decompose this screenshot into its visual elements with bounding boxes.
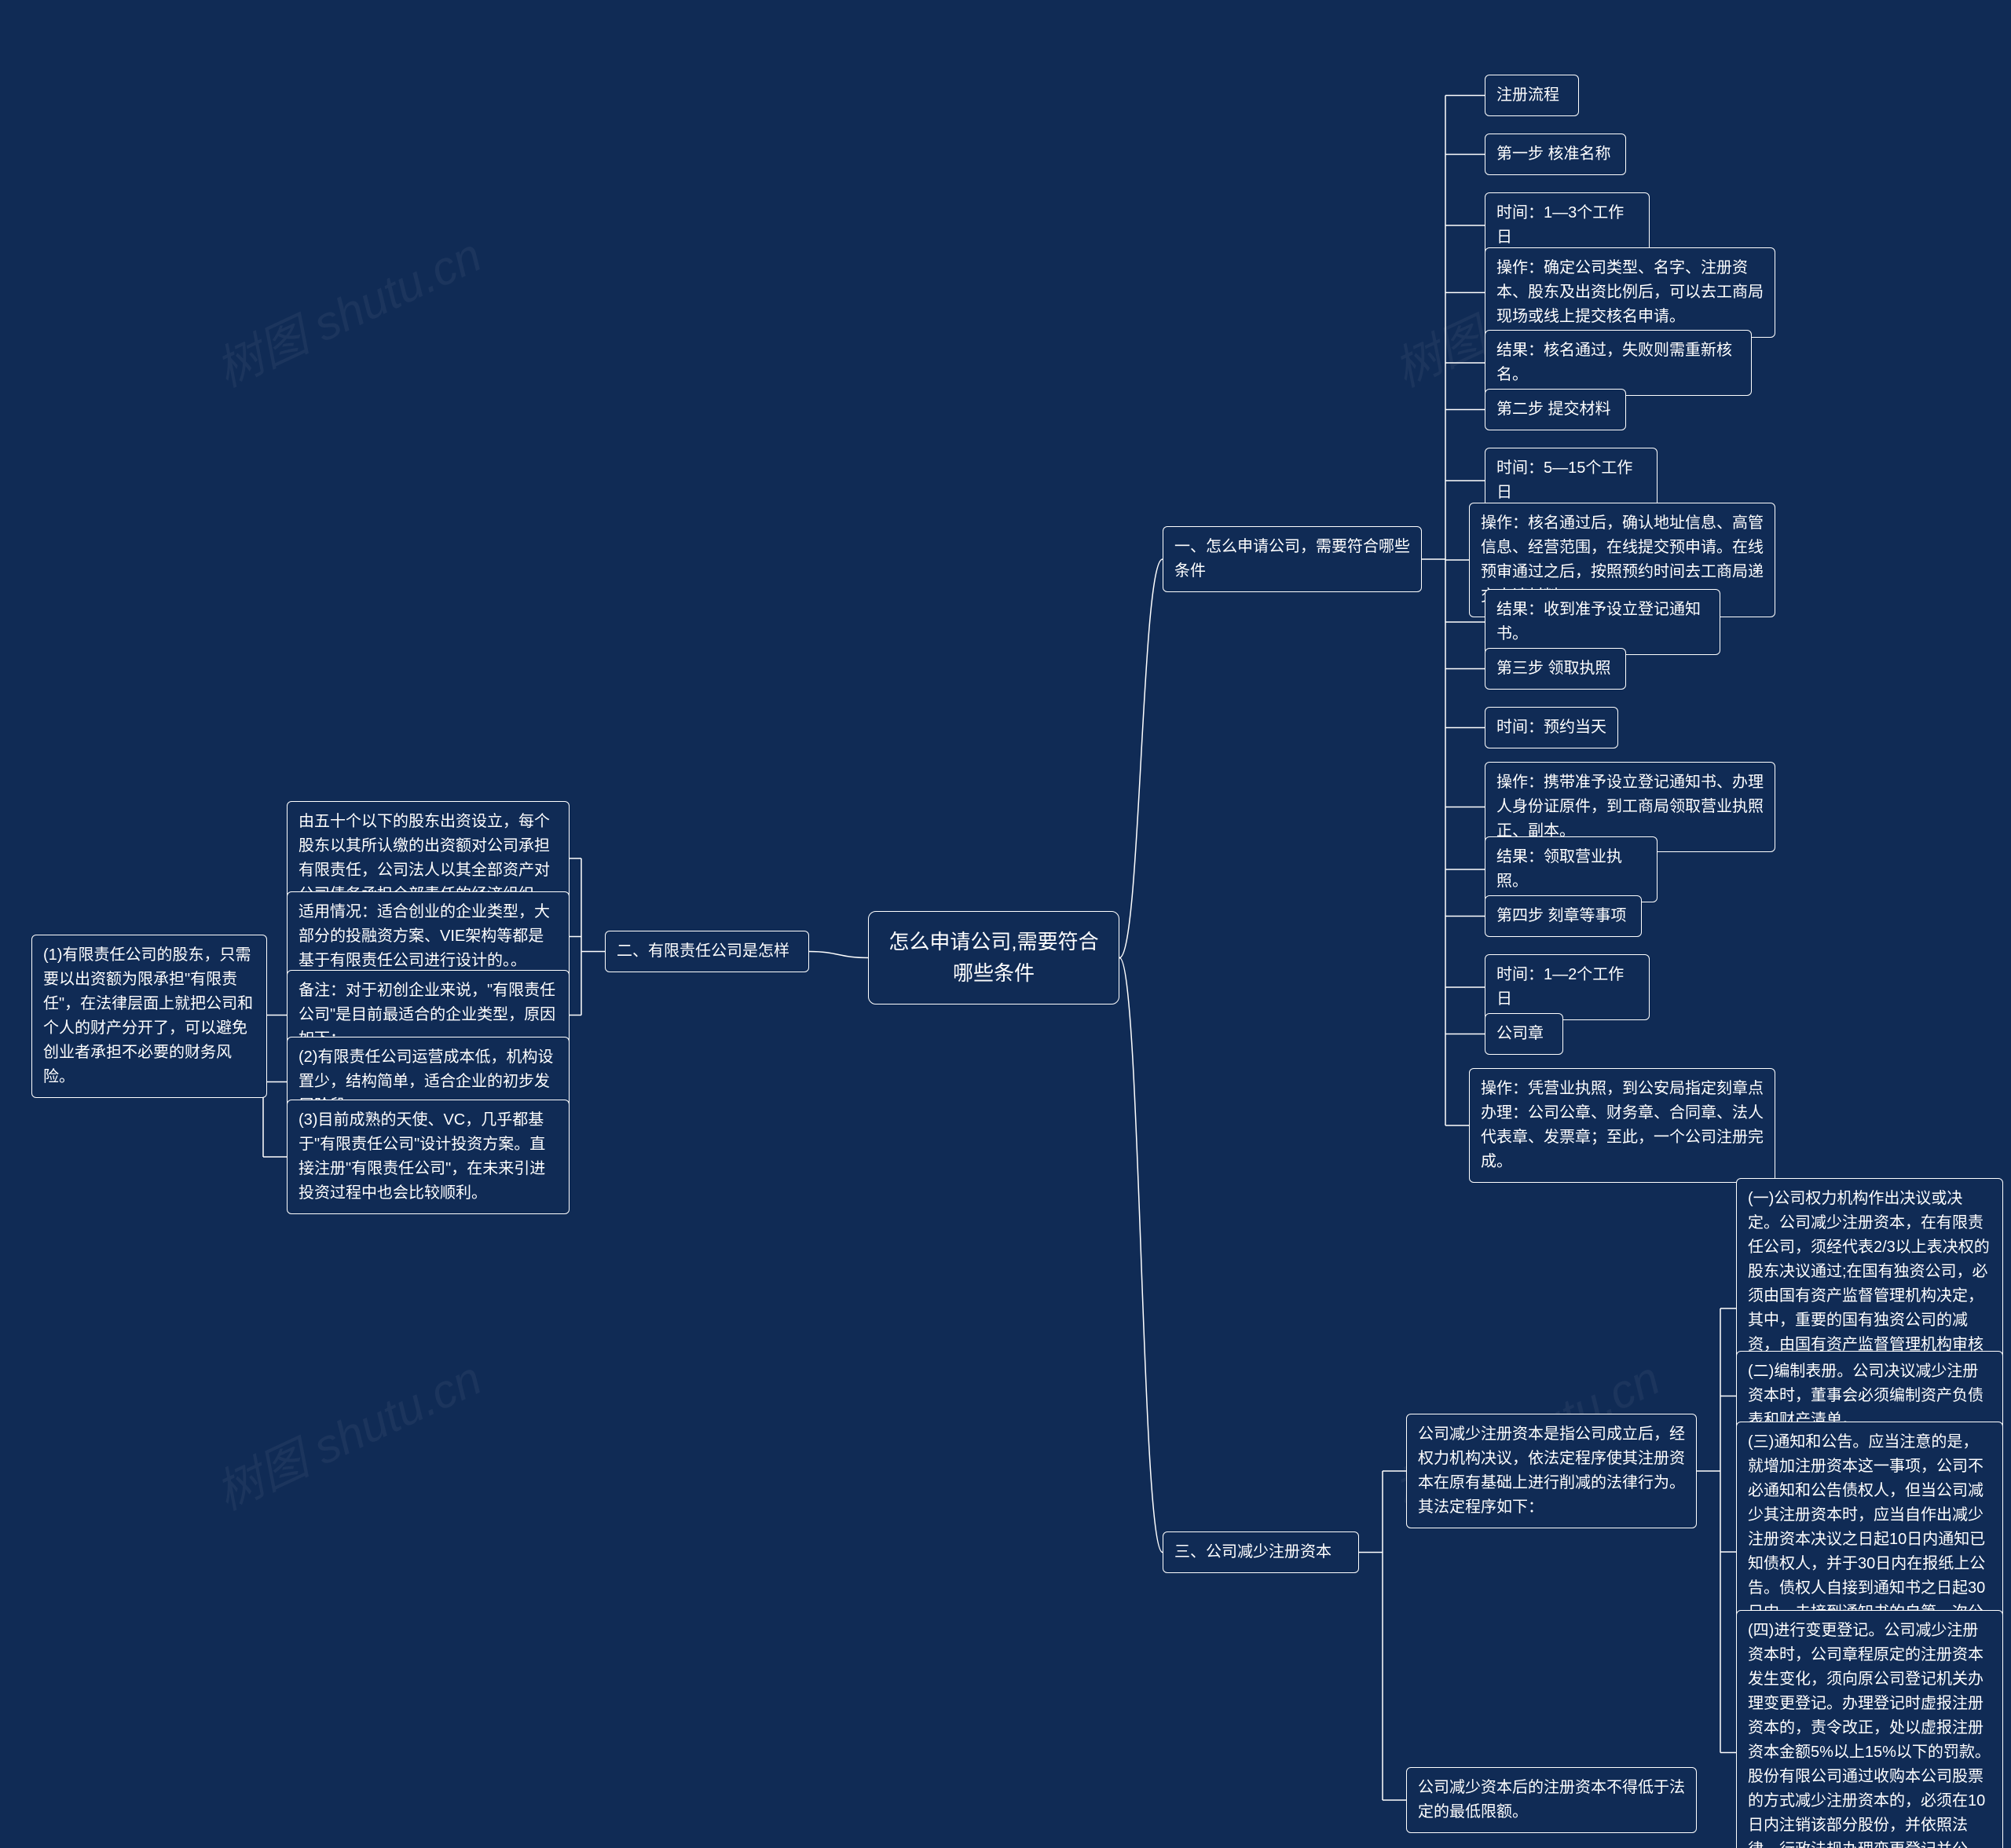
mindmap-node: 第一步 核准名称 bbox=[1485, 134, 1626, 175]
mindmap-node: 操作：确定公司类型、名字、注册资本、股东及出资比例后，可以去工商局现场或线上提交… bbox=[1485, 247, 1775, 338]
mindmap-node: 结果：核名通过，失败则需重新核名。 bbox=[1485, 330, 1752, 396]
mindmap-node: 公司减少注册资本是指公司成立后，经权力机构决议，依法定程序使其注册资本在原有基础… bbox=[1406, 1414, 1697, 1528]
mindmap-node: (3)目前成熟的天使、VC，几乎都基于"有限责任公司"设计投资方案。直接注册"有… bbox=[287, 1100, 570, 1214]
mindmap-node: 注册流程 bbox=[1485, 75, 1579, 116]
mindmap-node: 时间：1—2个工作日 bbox=[1485, 954, 1650, 1020]
mindmap-node: 第二步 提交材料 bbox=[1485, 389, 1626, 430]
mindmap-node: 二、有限责任公司是怎样 bbox=[605, 931, 809, 972]
watermark: 树图 shutu.cn bbox=[203, 1341, 491, 1523]
root-node: 怎么申请公司,需要符合哪些条件 bbox=[868, 911, 1119, 1005]
mindmap-canvas: 树图 shutu.cn 树图 shutu.cn 树图 shutu.cn 树图 s… bbox=[0, 0, 2011, 1848]
mindmap-node: 第三步 领取执照 bbox=[1485, 648, 1626, 690]
mindmap-node: 三、公司减少注册资本 bbox=[1163, 1531, 1359, 1573]
mindmap-node: 操作：凭营业执照，到公安局指定刻章点办理：公司公章、财务章、合同章、法人代表章、… bbox=[1469, 1068, 1775, 1183]
mindmap-node: 结果：领取营业执照。 bbox=[1485, 836, 1658, 902]
mindmap-node: 公司减少资本后的注册资本不得低于法定的最低限额。 bbox=[1406, 1767, 1697, 1833]
mindmap-node: 适用情况：适合创业的企业类型，大部分的投融资方案、VIE架构等都是基于有限责任公… bbox=[287, 891, 570, 982]
mindmap-node: 第四步 刻章等事项 bbox=[1485, 895, 1642, 937]
mindmap-node: (1)有限责任公司的股东，只需要以出资额为限承担"有限责任"，在法律层面上就把公… bbox=[31, 935, 267, 1098]
mindmap-node: (四)进行变更登记。公司减少注册资本时，公司章程原定的注册资本发生变化，须向原公… bbox=[1736, 1610, 2003, 1848]
mindmap-node: 结果：收到准予设立登记通知书。 bbox=[1485, 589, 1720, 655]
mindmap-node: 一、怎么申请公司，需要符合哪些条件 bbox=[1163, 526, 1422, 592]
mindmap-node: 时间：预约当天 bbox=[1485, 707, 1618, 748]
mindmap-node: 公司章 bbox=[1485, 1013, 1563, 1055]
watermark: 树图 shutu.cn bbox=[203, 218, 491, 400]
